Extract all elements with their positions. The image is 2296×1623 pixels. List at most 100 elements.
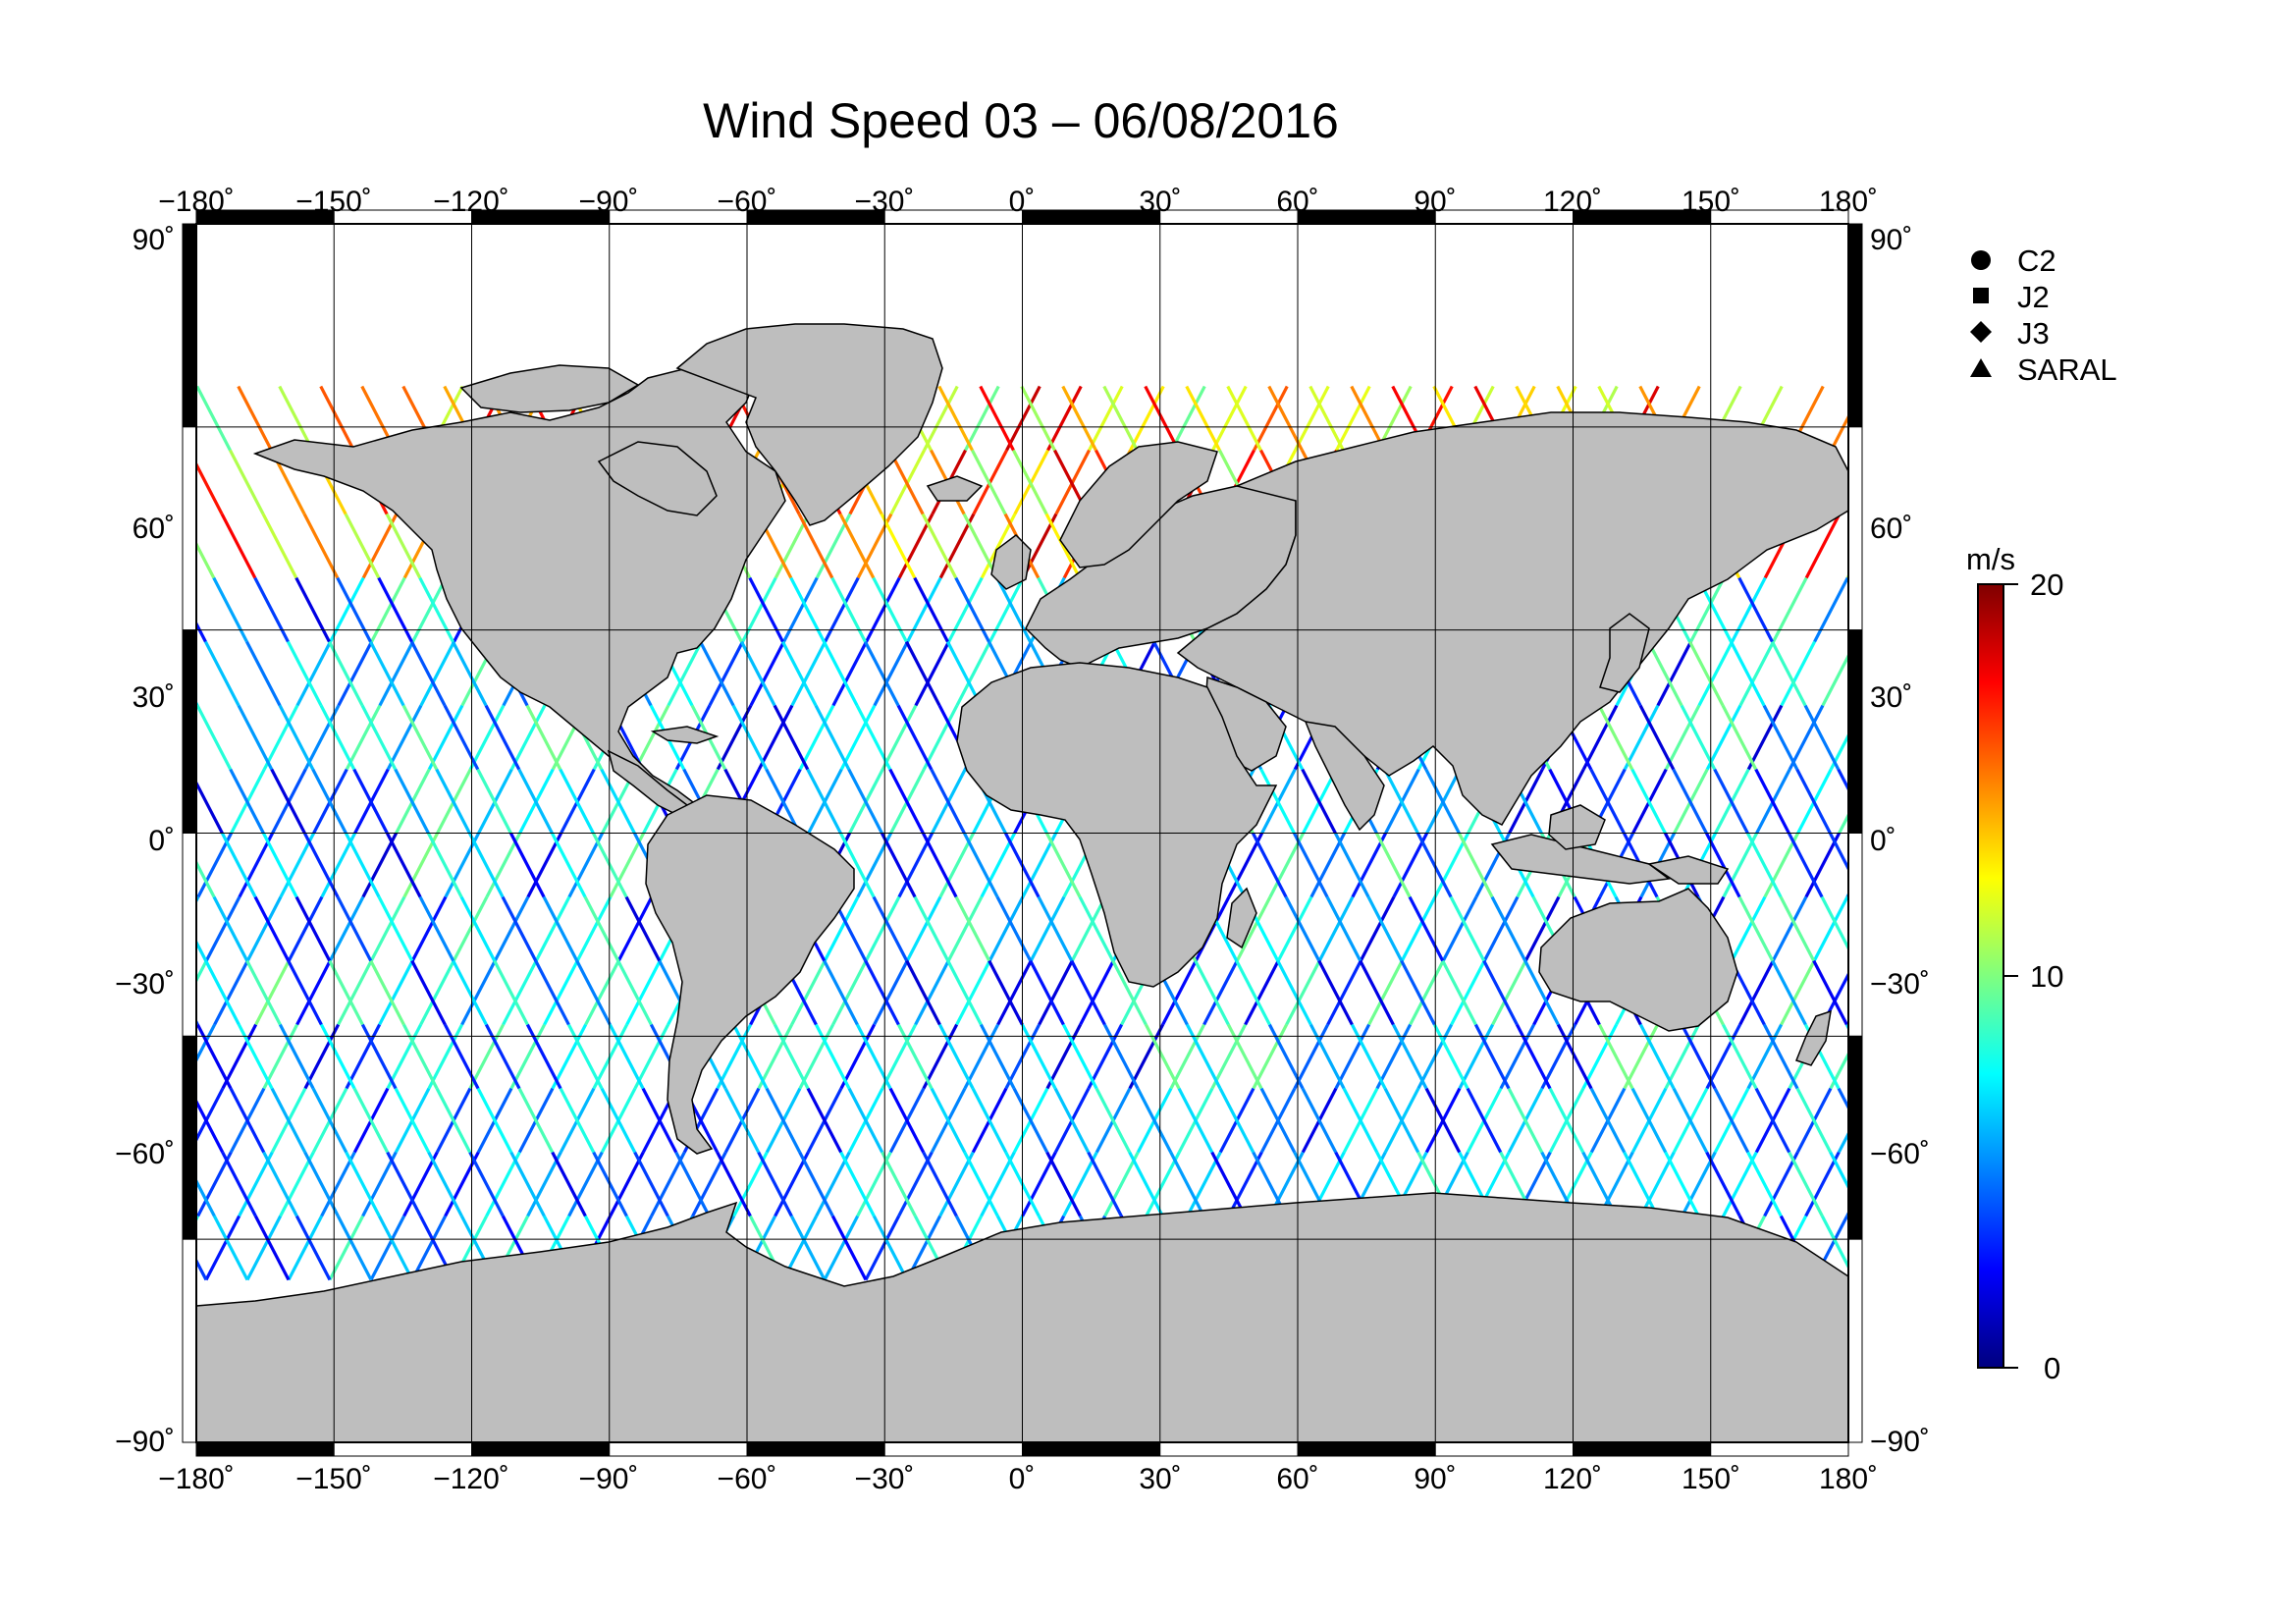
track-segment [196, 780, 224, 835]
british-isles [990, 534, 1032, 590]
track-segment [2004, 769, 2038, 833]
track-segment [1515, 1023, 1552, 1090]
track-segment [74, 1025, 107, 1089]
track-segment [806, 1087, 843, 1154]
top-longitude-labels: −180˚ −150˚ −120˚ −90˚ −60˚ −30˚ 0˚ 30˚ … [158, 186, 1878, 218]
track-segment [551, 1023, 588, 1090]
track-segment [237, 385, 273, 452]
track-segment [196, 859, 216, 898]
track-segment [1061, 1023, 1098, 1090]
track-segment [946, 895, 984, 962]
track-segment [1664, 1023, 1701, 1090]
track-segment [17, 1153, 50, 1217]
track-segment [1020, 1023, 1057, 1090]
track-segment [1433, 832, 1470, 898]
track-segment [887, 449, 925, 515]
track-segment [896, 704, 934, 771]
track-segment [287, 959, 323, 1026]
track-segment [262, 1151, 298, 1217]
track-segment [1253, 385, 1289, 452]
track-segment [1730, 895, 1767, 962]
track-segment [856, 832, 893, 898]
lat-tick-right: −30˚ [1870, 968, 1930, 1001]
track-segment [2028, 1217, 2061, 1280]
track-segment [2079, 386, 2112, 450]
track-segment [650, 1151, 686, 1217]
track-segment [311, 768, 347, 835]
track-segment [922, 704, 959, 771]
track-segment [204, 1215, 241, 1281]
map-frame [182, 209, 1863, 1457]
track-segment [99, 1025, 133, 1089]
track-segment [2145, 577, 2178, 641]
track-segment [1837, 1130, 1848, 1154]
track-segment [937, 1023, 975, 1090]
track-segment [32, 386, 66, 450]
track-segment [261, 832, 298, 898]
lat-tick-left: −60˚ [115, 1138, 175, 1170]
track-segment [484, 1023, 521, 1090]
colorbar-tick-min: 0 [2044, 1351, 2060, 1385]
frame-band-bottom [1022, 1441, 1161, 1457]
track-segment [1897, 577, 1931, 641]
track-segment [1737, 895, 1775, 962]
track-segment [2012, 834, 2046, 897]
track-segment [228, 449, 265, 515]
track-segment [863, 640, 900, 707]
track-segment [1881, 769, 1914, 833]
lon-tick-top: −90˚ [579, 186, 639, 218]
lon-tick-bottom: 30˚ [1139, 1463, 1181, 1495]
track-segment [592, 1023, 629, 1090]
track-segment [1144, 385, 1180, 452]
track-segment [65, 450, 98, 514]
track-segment [716, 704, 753, 771]
track-segment [1788, 704, 1825, 771]
track-segment [1803, 704, 1841, 771]
frame-band-bottom [471, 1441, 611, 1457]
track-segment [757, 1023, 794, 1090]
track-segment [996, 959, 1033, 1026]
track-segment [988, 576, 1025, 643]
lon-tick-bottom: −150˚ [295, 1463, 372, 1495]
track-segment [1556, 1023, 1593, 1090]
track-segment [319, 1023, 356, 1090]
track-segment [881, 704, 918, 771]
track-segment [748, 576, 784, 643]
track-segment [1656, 640, 1693, 707]
track-segment [132, 577, 165, 641]
track-segment [2062, 577, 2096, 641]
track-segment [1432, 1023, 1469, 1090]
track-segment [1804, 832, 1842, 898]
track-segment [798, 704, 835, 771]
track-segment [74, 705, 107, 769]
track-segment [1202, 959, 1239, 1026]
track-segment [838, 513, 876, 579]
track-segment [2268, 897, 2296, 961]
bottom-longitude-labels: −180˚ −150˚ −120˚ −90˚ −60˚ −30˚ 0˚ 30˚ … [158, 1463, 1878, 1495]
track-segment [979, 1023, 1016, 1090]
track-segment [253, 1215, 291, 1281]
track-segment [1922, 769, 1955, 833]
track-segment [789, 1215, 827, 1281]
track-segment [913, 576, 949, 643]
track-segment [1664, 1151, 1700, 1217]
track-segment [1812, 895, 1848, 962]
track-segment [2203, 386, 2236, 450]
track-segment [1326, 959, 1362, 1026]
track-segment [600, 768, 636, 835]
track-segment [550, 832, 587, 898]
track-segment [847, 1087, 884, 1154]
frame-band-right [1847, 833, 1863, 1037]
track-segment [460, 959, 497, 1026]
track-segment [8, 577, 41, 641]
track-segment [1259, 768, 1296, 835]
track-segment [2029, 641, 2062, 705]
track-segment [74, 386, 107, 450]
track-segment [468, 704, 506, 771]
track-segment [946, 959, 983, 1026]
track-segment [1029, 959, 1065, 1026]
track-segment [1145, 1151, 1181, 1217]
track-segment [245, 895, 283, 962]
track-segment [914, 640, 951, 707]
track-segment [352, 768, 389, 835]
